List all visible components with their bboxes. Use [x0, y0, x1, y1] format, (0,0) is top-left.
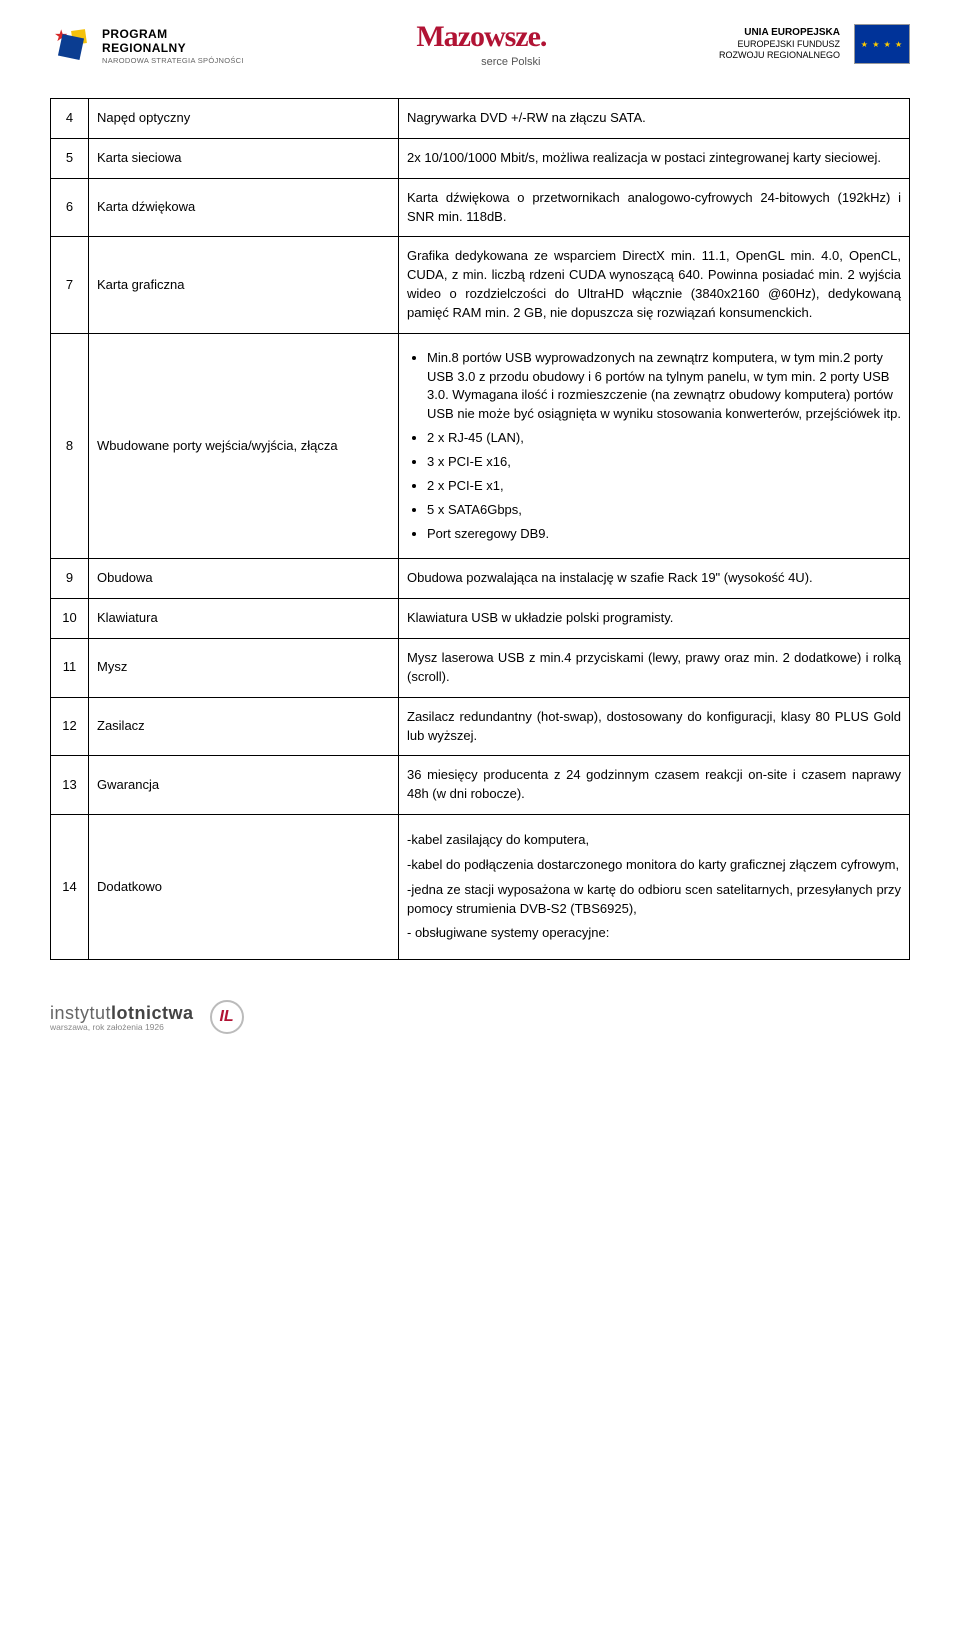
row-desc: Obudowa pozwalająca na instalację w szaf… — [399, 559, 910, 599]
eu-line1: UNIA EUROPEJSKA — [719, 27, 840, 39]
ports-list: Min.8 portów USB wyprowadzonych na zewną… — [407, 349, 901, 544]
row-name: Karta sieciowa — [89, 138, 399, 178]
row-desc: 36 miesięcy producenta z 24 godzinnym cz… — [399, 756, 910, 815]
row-desc: Zasilacz redundantny (hot-swap), dostoso… — [399, 697, 910, 756]
mazowsze-sub: serce Polski — [481, 56, 540, 68]
row-number: 4 — [51, 99, 89, 139]
para: -jedna ze stacji wyposażona w kartę do o… — [407, 881, 901, 919]
table-row: 8Wbudowane porty wejścia/wyjścia, złącza… — [51, 333, 910, 559]
row-number: 5 — [51, 138, 89, 178]
footer-mark-icon: IL — [210, 1000, 244, 1034]
row-desc: Nagrywarka DVD +/-RW na złączu SATA. — [399, 99, 910, 139]
row-name: Dodatkowo — [89, 815, 399, 960]
footer-mark-text: IL — [219, 1008, 233, 1026]
table-row: 9ObudowaObudowa pozwalająca na instalacj… — [51, 559, 910, 599]
row-number: 9 — [51, 559, 89, 599]
row-desc: Karta dźwiękowa o przetwornikach analogo… — [399, 178, 910, 237]
program-emblem-icon: ★ — [50, 24, 94, 68]
row-desc: -kabel zasilający do komputera, -kabel do… — [399, 815, 910, 960]
header-logos: ★ PROGRAM REGIONALNY NARODOWA STRATEGIA … — [50, 24, 910, 68]
row-name: Karta dźwiękowa — [89, 178, 399, 237]
table-row: 7Karta graficznaGrafika dedykowana ze ws… — [51, 237, 910, 333]
spec-table: 4Napęd optycznyNagrywarka DVD +/-RW na z… — [50, 98, 910, 960]
row-desc: Mysz laserowa USB z min.4 przyciskami (l… — [399, 639, 910, 698]
row-number: 6 — [51, 178, 89, 237]
row-desc: Grafika dedykowana ze wsparciem DirectX … — [399, 237, 910, 333]
para: -kabel zasilający do komputera, — [407, 831, 901, 850]
row-name: Karta graficzna — [89, 237, 399, 333]
list-item: Min.8 portów USB wyprowadzonych na zewną… — [427, 349, 901, 424]
para: -kabel do podłączenia dostarczonego moni… — [407, 856, 901, 875]
list-item: 2 x RJ-45 (LAN), — [427, 429, 901, 448]
eu-text: UNIA EUROPEJSKA EUROPEJSKI FUNDUSZ ROZWO… — [719, 27, 840, 61]
eu-line2: EUROPEJSKI FUNDUSZ — [719, 39, 840, 50]
page: ★ PROGRAM REGIONALNY NARODOWA STRATEGIA … — [0, 0, 960, 1064]
para: - obsługiwane systemy operacyjne: — [407, 924, 901, 943]
row-name: Wbudowane porty wejścia/wyjścia, złącza — [89, 333, 399, 559]
row-desc: 2x 10/100/1000 Mbit/s, możliwa realizacj… — [399, 138, 910, 178]
logo-eu: UNIA EUROPEJSKA EUROPEJSKI FUNDUSZ ROZWO… — [719, 24, 910, 64]
table-row: 5Karta sieciowa2x 10/100/1000 Mbit/s, mo… — [51, 138, 910, 178]
footer: instytutlotnictwa warszawa, rok założeni… — [50, 1000, 910, 1034]
list-item: 2 x PCI-E x1, — [427, 477, 901, 496]
table-row: 13Gwarancja36 miesięcy producenta z 24 g… — [51, 756, 910, 815]
footer-brand-name: instytutlotnictwa — [50, 1003, 194, 1024]
logo-program-regionalny: ★ PROGRAM REGIONALNY NARODOWA STRATEGIA … — [50, 24, 244, 68]
eu-line3: ROZWOJU REGIONALNEGO — [719, 50, 840, 61]
program-line3: NARODOWA STRATEGIA SPÓJNOŚCI — [102, 56, 244, 65]
row-number: 10 — [51, 599, 89, 639]
spec-table-body: 4Napęd optycznyNagrywarka DVD +/-RW na z… — [51, 99, 910, 960]
row-name: Napęd optyczny — [89, 99, 399, 139]
mazowsze-word: Mazowsze. — [416, 20, 546, 54]
program-text: PROGRAM REGIONALNY NARODOWA STRATEGIA SP… — [102, 27, 244, 65]
table-row: 12 ZasilaczZasilacz redundantny (hot-swa… — [51, 697, 910, 756]
table-row: 10KlawiaturaKlawiatura USB w układzie po… — [51, 599, 910, 639]
row-number: 13 — [51, 756, 89, 815]
footer-brand-b: lotnictwa — [111, 1003, 194, 1023]
list-item: 3 x PCI-E x16, — [427, 453, 901, 472]
eu-stars: ★ ★ ★ ★ — [861, 40, 903, 49]
row-name: Obudowa — [89, 559, 399, 599]
row-number: 14 — [51, 815, 89, 960]
table-row: 14Dodatkowo-kabel zasilający do komputer… — [51, 815, 910, 960]
table-row: 11MyszMysz laserowa USB z min.4 przycisk… — [51, 639, 910, 698]
row-number: 12 — [51, 697, 89, 756]
row-number: 8 — [51, 333, 89, 559]
row-name: Zasilacz — [89, 697, 399, 756]
table-row: 4Napęd optycznyNagrywarka DVD +/-RW na z… — [51, 99, 910, 139]
row-name: Mysz — [89, 639, 399, 698]
row-desc: Min.8 portów USB wyprowadzonych na zewną… — [399, 333, 910, 559]
row-name: Gwarancja — [89, 756, 399, 815]
list-item: Port szeregowy DB9. — [427, 525, 901, 544]
program-line2: REGIONALNY — [102, 41, 244, 55]
program-line1: PROGRAM — [102, 27, 244, 41]
eu-flag-icon: ★ ★ ★ ★ — [854, 24, 910, 64]
list-item: 5 x SATA6Gbps, — [427, 501, 901, 520]
footer-brand: instytutlotnictwa warszawa, rok założeni… — [50, 1003, 194, 1032]
row-number: 11 — [51, 639, 89, 698]
footer-brand-a: instytut — [50, 1003, 111, 1023]
row-desc: Klawiatura USB w układzie polski program… — [399, 599, 910, 639]
row-number: 7 — [51, 237, 89, 333]
logo-mazowsze: Mazowsze. serce Polski — [416, 20, 546, 68]
row-name: Klawiatura — [89, 599, 399, 639]
table-row: 6Karta dźwiękowaKarta dźwiękowa o przetw… — [51, 178, 910, 237]
